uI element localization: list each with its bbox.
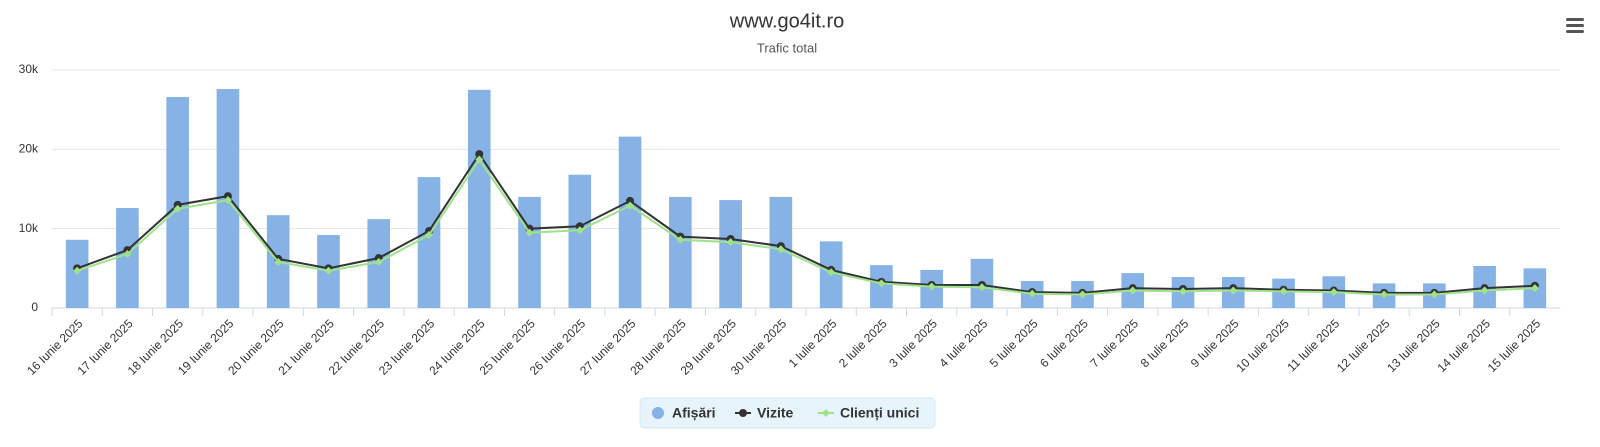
x-tick-label: 1 Iulie 2025 [786,316,840,370]
marker [475,155,484,164]
marker [324,266,333,275]
legend-symbol [652,407,664,419]
x-tick-label: 2 Iulie 2025 [836,316,890,370]
marker [927,282,936,291]
marker [123,250,132,259]
menu-bar [1566,24,1584,27]
marker [726,238,735,247]
y-tick-label: 20k [19,142,39,156]
marker [1028,289,1037,298]
x-tick-label: 8 Iulie 2025 [1138,316,1192,370]
x-tick-label: 12 Iulie 2025 [1334,316,1393,375]
x-tick-label: 10 Iulie 2025 [1233,316,1292,375]
legend-symbol [739,409,747,417]
legend-label[interactable]: Vizite [757,405,794,421]
marker [626,196,635,205]
bar [669,196,692,308]
y-tick-label: 30k [19,62,39,76]
marker [1480,286,1489,295]
x-tick-label: 7 Iulie 2025 [1087,316,1141,370]
marker [1430,290,1439,299]
legend-symbol [822,409,830,417]
marker [475,150,484,159]
marker [1179,287,1187,296]
marker [1380,290,1389,299]
bar [719,200,742,308]
marker [525,228,534,237]
bar [568,174,592,308]
marker [977,283,986,292]
marker [676,235,685,244]
marker [1128,286,1137,295]
marker [425,231,433,240]
marker [374,257,383,266]
x-tick-label: 9 Iulie 2025 [1188,316,1242,370]
bar [467,89,491,308]
bar [417,177,441,308]
x-tick-label: 13 Iulie 2025 [1384,316,1443,375]
chart-subtitle: Trafic total [757,40,817,55]
y-tick-label: 0 [31,300,38,314]
marker [827,268,836,277]
marker [1329,288,1338,297]
x-tick-label: 14 Iulie 2025 [1434,316,1493,375]
y-tick-label: 10k [19,221,39,235]
marker [1078,290,1087,299]
line [76,152,1535,294]
x-tick-label: 5 Iulie 2025 [987,316,1041,370]
marker [274,257,283,266]
marker [575,226,584,235]
marker [73,266,82,275]
x-tick-label: 3 Iulie 2025 [886,316,940,370]
legend-label[interactable]: Afișări [672,405,716,421]
menu-bar [1566,30,1584,33]
x-tick-label: 6 Iulie 2025 [1037,316,1091,370]
marker [877,279,886,288]
menu-button[interactable] [1560,12,1590,38]
x-tick-label: 4 Iulie 2025 [937,316,991,370]
line [76,157,1535,296]
chart-title: www.go4it.ro [729,10,845,32]
bar [618,136,642,308]
marker [1530,284,1539,293]
marker [173,204,182,213]
menu-bar [1566,18,1584,21]
marker [776,245,785,254]
legend-label[interactable]: Clienți unici [840,405,919,421]
marker [1279,287,1288,296]
marker [1229,286,1238,295]
x-tick-label: 15 Iulie 2025 [1485,316,1544,375]
marker [223,196,232,205]
legend-box [639,397,936,429]
marker [626,201,635,210]
bar [518,196,541,308]
